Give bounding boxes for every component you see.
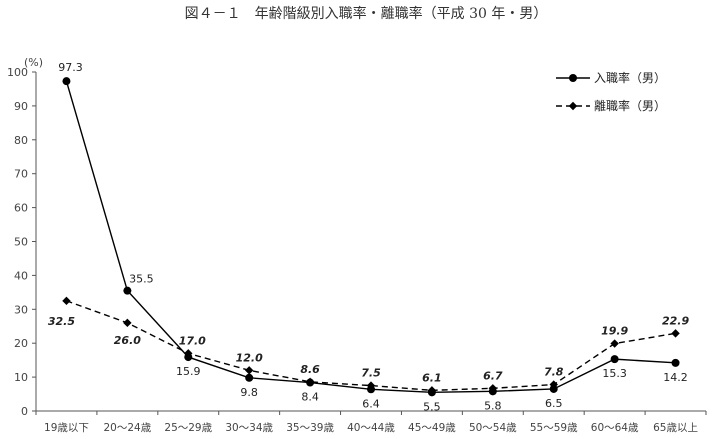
data-label: 6.4	[362, 397, 380, 410]
legend-marker	[568, 101, 578, 111]
x-tick-label: 50～54歳	[469, 422, 517, 434]
y-tick-label: 20	[14, 337, 28, 350]
y-tick-label: 30	[14, 303, 28, 316]
series-line-0	[65, 80, 676, 394]
data-point	[366, 381, 376, 390]
x-tick-label: 40～44歳	[347, 422, 395, 434]
y-axis-ticks: 0 10 20 30 40 50 60 70 80 90 100	[7, 66, 36, 418]
data-label: 9.8	[240, 386, 258, 399]
y-tick-label: 70	[14, 168, 28, 181]
data-label: 26.0	[114, 334, 141, 347]
data-point	[123, 286, 132, 295]
data-point	[244, 366, 254, 375]
y-tick-label: 80	[14, 134, 28, 147]
y-tick-label: 50	[14, 236, 28, 249]
data-point	[549, 380, 558, 389]
data-point	[549, 384, 558, 393]
data-labels: 97.3 35.5 15.9 9.8 8.4 6.4 5.5 5.8 6.5 15.3 14.2 32…	[48, 61, 690, 413]
y-tick-label: 60	[14, 202, 28, 215]
data-label: 6.1	[422, 371, 442, 384]
data-label: 15.9	[176, 365, 201, 378]
x-tick-label: 35～39歳	[286, 422, 334, 434]
y-tick-label: 100	[7, 66, 28, 79]
data-label: 6.5	[545, 397, 563, 410]
data-label: 35.5	[129, 273, 154, 286]
data-label: 15.3	[602, 367, 627, 380]
data-label: 8.6	[300, 363, 320, 376]
data-point	[62, 296, 71, 306]
y-axis-unit-label: (%)	[24, 56, 43, 69]
data-point	[123, 318, 132, 328]
data-label: 22.9	[662, 314, 689, 327]
data-label: 19.9	[601, 325, 628, 338]
data-point	[305, 377, 315, 387]
x-tick-label: 19歳以下	[44, 422, 89, 434]
y-tick-label: 40	[14, 269, 28, 282]
legend: 入職率（男） 離職率（男）	[556, 70, 666, 113]
data-label: 12.0	[236, 351, 263, 364]
data-label: 7.8	[544, 366, 564, 379]
y-tick-label: 0	[21, 405, 28, 418]
chart-title: 図４－１ 年齢階級別入職率・離職率（平成 30 年・男）	[185, 5, 548, 22]
data-point	[671, 358, 680, 367]
y-tick-label: 10	[14, 371, 28, 384]
x-tick-label: 65歳以上	[653, 422, 698, 434]
x-tick-label: 30～34歳	[225, 422, 273, 434]
data-label: 8.4	[301, 391, 319, 404]
x-tick-label: 20～24歳	[103, 422, 151, 434]
data-point	[488, 384, 498, 393]
data-label: 17.0	[179, 334, 206, 347]
data-label: 6.7	[483, 369, 503, 382]
data-point	[610, 355, 619, 364]
data-point	[671, 329, 680, 338]
x-tick-label: 60～64歳	[591, 422, 639, 434]
x-axis-ticks: 19歳以下 20～24歳 25～29歳 30～34歳 35～39歳 40～44歳 45～49…	[35, 411, 707, 434]
data-point	[62, 77, 71, 86]
data-label: 14.2	[663, 371, 688, 384]
data-label: 97.3	[58, 61, 83, 74]
x-tick-label: 45～49歳	[408, 422, 456, 434]
legend-label: 入職率（男）	[594, 70, 666, 85]
data-label: 5.8	[484, 399, 502, 412]
x-tick-label: 55～59歳	[530, 422, 578, 434]
series-markers	[62, 77, 680, 397]
data-label: 5.5	[423, 400, 441, 413]
data-label: 7.5	[361, 367, 381, 380]
y-tick-label: 90	[14, 100, 28, 113]
legend-marker	[569, 74, 577, 82]
legend-label: 離職率（男）	[594, 98, 666, 113]
axes	[35, 72, 706, 412]
data-label: 32.5	[48, 315, 75, 328]
x-tick-label: 25～29歳	[164, 422, 212, 434]
data-point	[610, 339, 619, 348]
series-lines	[65, 80, 676, 394]
data-point	[245, 373, 254, 382]
series-line-1	[66, 300, 676, 392]
data-point	[427, 386, 437, 395]
data-point	[184, 349, 193, 358]
